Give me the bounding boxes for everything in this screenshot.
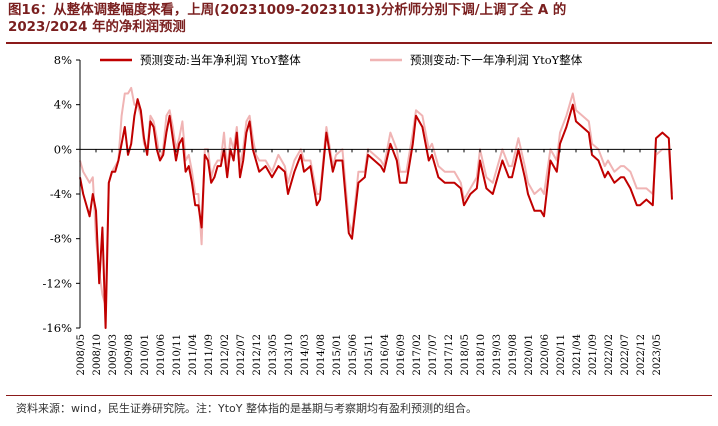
y-axis: 8% 4% 0% -4% -8% -12% -16%: [43, 53, 81, 335]
figure-title-line-1: 图16：从整体调整幅度来看，上周(20231009-20231013)分析师分别…: [8, 3, 567, 18]
figure-title: 图16：从整体调整幅度来看，上周(20231009-20231013)分析师分别…: [8, 2, 708, 36]
x-tick-label: 2009/03: [108, 334, 119, 376]
x-tick-label: 2011/09: [204, 334, 215, 376]
x-tick-label: 2011/04: [188, 334, 199, 376]
x-tick-label: 2010/11: [172, 334, 183, 376]
line-chart: 预测变动:当年净利润 YtoY整体 预测变动:下一年净利润 YtoY整体 8% 4%…: [43, 53, 673, 376]
x-tick-label: 2009/08: [124, 334, 135, 376]
x-tick-label: 2017/12: [444, 334, 455, 376]
y-tick-label: 4%: [54, 98, 72, 112]
title-divider: [6, 42, 712, 44]
x-tick-label: 2019/08: [508, 334, 519, 376]
x-tick-label: 2020/01: [524, 334, 535, 376]
legend: 预测变动:当年净利润 YtoY整体 预测变动:下一年净利润 YtoY整体: [100, 53, 583, 67]
series-line-current-year: [79, 98, 673, 329]
x-tick-label: 2012/12: [252, 334, 263, 376]
x-tick-label: 2022/12: [636, 334, 647, 376]
x-tick-label: 2013/05: [268, 334, 279, 376]
x-tick-label: 2015/01: [332, 334, 343, 376]
x-tick-label: 2014/08: [316, 334, 327, 376]
x-tick-label: 2008/05: [76, 334, 87, 376]
y-tick-label: -8%: [50, 232, 72, 246]
x-tick-label: 2013/10: [284, 334, 295, 376]
x-tick-label: 2015/11: [364, 334, 375, 376]
x-tick-label: 2023/05: [652, 334, 663, 376]
x-tick-label: 2016/09: [396, 334, 407, 376]
x-tick-label: 2018/10: [476, 334, 487, 376]
x-tick-label: 2010/06: [156, 334, 167, 376]
y-tick-label: 0%: [54, 142, 72, 156]
x-tick-label: 2021/09: [588, 334, 599, 376]
x-tick-label: 2022/07: [620, 334, 631, 376]
x-tick-label: 2016/04: [380, 334, 391, 376]
source-note: 资料来源：wind，民生证券研究院。注：YtoY 整体指的是基期与考察期均有盈利…: [16, 402, 477, 415]
x-axis: 2008/05 2008/10 2009/03 2009/08 2010/01 2010/…: [76, 148, 672, 376]
x-tick-label: 2014/03: [300, 334, 311, 376]
x-tick-label: 2019/03: [492, 334, 503, 376]
plot-area: [79, 86, 673, 329]
x-tick-label: 2017/02: [412, 334, 423, 376]
x-tick-label: 2017/07: [428, 334, 439, 376]
x-tick-label: 2008/10: [92, 334, 103, 376]
legend-label-current-year: 预测变动:当年净利润 YtoY整体: [140, 53, 301, 67]
x-tick-label: 2012/02: [220, 334, 231, 376]
x-tick-label: 2012/07: [236, 334, 247, 376]
legend-label-next-year: 预测变动:下一年净利润 YtoY整体: [410, 53, 583, 67]
figure-title-line-2: 2023/2024 年的净利润预测: [8, 20, 186, 35]
x-tick-label: 2022/02: [604, 334, 615, 376]
y-tick-label: -4%: [50, 187, 72, 201]
x-tick-label: 2021/04: [572, 334, 583, 376]
y-tick-label: -16%: [43, 321, 73, 335]
x-tick-label: 2020/06: [540, 334, 551, 376]
x-tick-label: 2020/11: [556, 334, 567, 376]
x-tick-label: 2015/06: [348, 334, 359, 376]
y-tick-label: 8%: [54, 53, 72, 67]
y-tick-label: -12%: [43, 276, 73, 290]
x-tick-label: 2010/01: [140, 334, 151, 376]
x-tick-label: 2018/05: [460, 334, 471, 376]
source-divider: [6, 395, 712, 396]
